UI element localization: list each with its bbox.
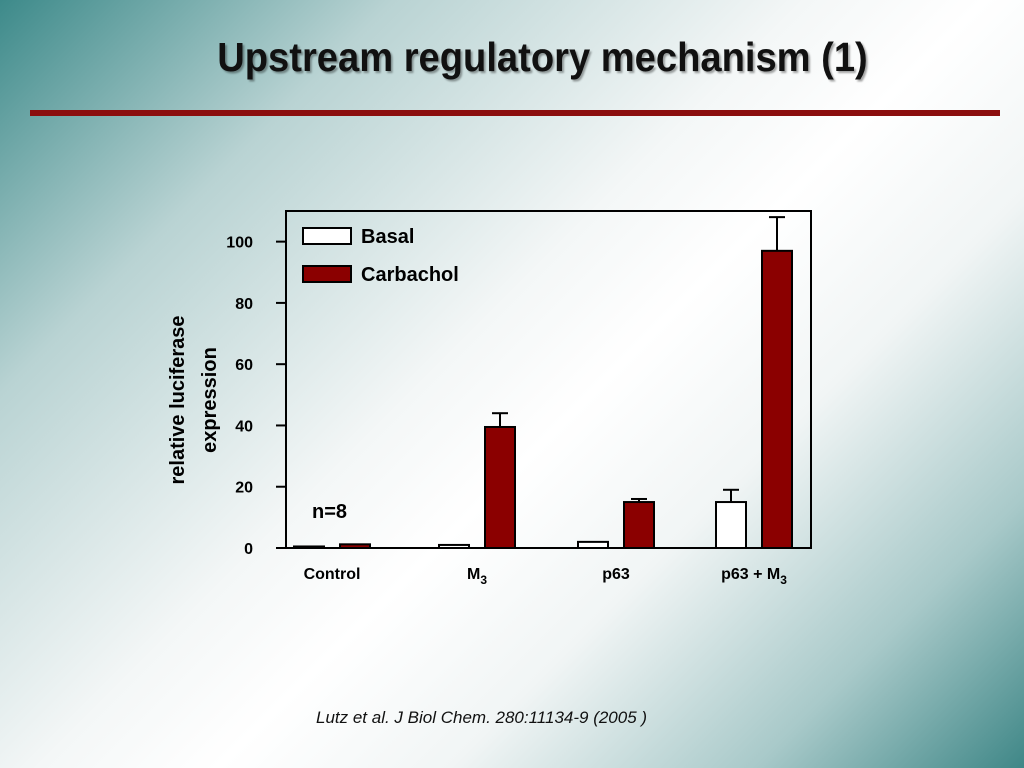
citation: Lutz et al. J Biol Chem. 280:11134-9 (20… [316, 708, 648, 727]
bar-carbachol [484, 425, 516, 549]
bar-carbachol [339, 543, 371, 549]
bar-basal [293, 545, 325, 550]
sample-size-annotation: n=8 [312, 501, 347, 523]
bar-basal [715, 501, 747, 549]
chart-bars [293, 216, 793, 550]
slide-title: Upstream regulatory mechanism (1) [217, 34, 868, 80]
bar-chart: 0 20 40 60 80 100 Basal Carbachol relative luc… [167, 210, 812, 588]
y-tick-label: 20 [235, 480, 253, 497]
y-tick-label: 40 [235, 418, 253, 435]
y-tick-label: 80 [235, 296, 253, 313]
x-tick-label: p63 + M3 [721, 566, 787, 587]
x-tick-label: Control [304, 566, 361, 583]
plot-frame [285, 210, 812, 549]
chart-axes: 0 20 40 60 80 100 [226, 210, 812, 558]
legend-swatch-carbachol [302, 265, 352, 283]
bar-carbachol [761, 249, 793, 549]
legend-swatch-basal [302, 227, 352, 245]
bar-carbachol [623, 501, 655, 549]
y-tick-label: 60 [235, 357, 253, 374]
bar-basal [577, 540, 609, 550]
legend-label-basal: Basal [361, 226, 414, 248]
bar-basal [438, 543, 470, 549]
x-tick-label: M3 [467, 566, 487, 587]
y-tick-label: 100 [226, 235, 253, 252]
y-axis-label: expression [199, 347, 221, 453]
chart-legend: Basal Carbachol [302, 226, 459, 286]
y-tick-label: 0 [244, 541, 253, 558]
title-divider [30, 110, 1000, 116]
y-axis-label: relative luciferase [167, 316, 189, 485]
chart-labels: relative luciferase expression Control M3 p6… [167, 316, 787, 588]
x-tick-label: p63 [602, 566, 630, 583]
legend-label-carbachol: Carbachol [361, 264, 459, 286]
